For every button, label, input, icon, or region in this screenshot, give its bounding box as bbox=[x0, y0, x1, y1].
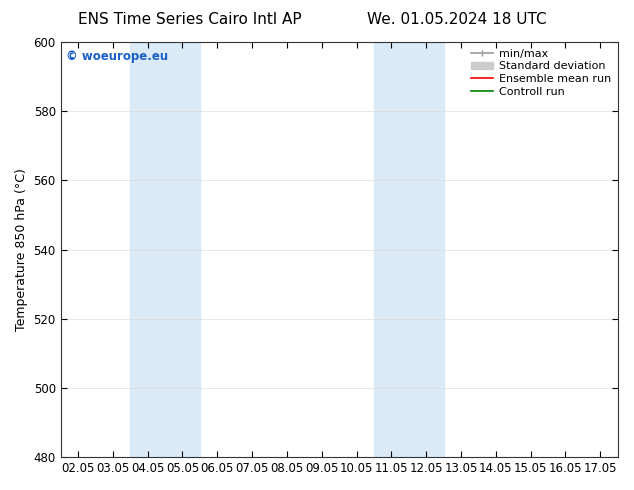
Text: ENS Time Series Cairo Intl AP: ENS Time Series Cairo Intl AP bbox=[79, 12, 302, 27]
Bar bbox=[130, 42, 200, 457]
Legend: min/max, Standard deviation, Ensemble mean run, Controll run: min/max, Standard deviation, Ensemble me… bbox=[467, 44, 616, 101]
Bar bbox=[374, 42, 444, 457]
Text: © woeurope.eu: © woeurope.eu bbox=[66, 50, 169, 63]
Y-axis label: Temperature 850 hPa (°C): Temperature 850 hPa (°C) bbox=[15, 168, 28, 331]
Text: We. 01.05.2024 18 UTC: We. 01.05.2024 18 UTC bbox=[366, 12, 547, 27]
